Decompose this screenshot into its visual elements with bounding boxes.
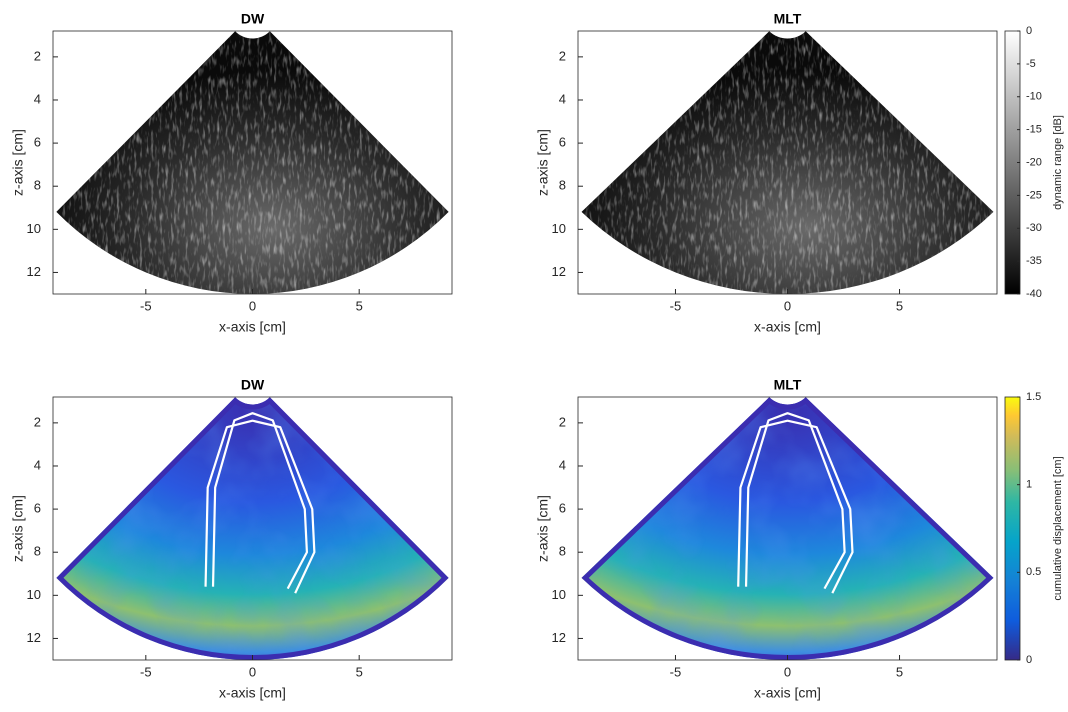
contour — [204, 419, 316, 594]
colorbar-tick-label: 1.5 — [1026, 391, 1041, 403]
y-tick-label: 2 — [559, 414, 566, 429]
x-tick-label: -5 — [670, 664, 682, 679]
y-axis-label: z-axis [cm] — [10, 495, 26, 562]
y-tick-label: 4 — [34, 91, 41, 106]
x-tick-label: 5 — [356, 298, 363, 313]
y-axis-label: z-axis [cm] — [10, 129, 26, 196]
x-tick-label: -5 — [670, 298, 682, 313]
x-tick-label: 5 — [896, 664, 903, 679]
y-tick-label: 8 — [559, 178, 566, 193]
colorbar-tick-label: 0 — [1026, 25, 1032, 37]
image — [56, 31, 449, 294]
y-tick-label: 6 — [34, 135, 41, 150]
y-tick-label: 8 — [34, 178, 41, 193]
x-axis-label: x-axis [cm] — [219, 319, 286, 335]
chart-title: MLT — [774, 11, 802, 27]
colorbar-tick-label: 1 — [1026, 479, 1032, 491]
colorbar-tick-label: 0.5 — [1026, 566, 1041, 578]
x-axis-label: x-axis [cm] — [219, 685, 286, 701]
y-tick-label: 12 — [552, 264, 566, 279]
image-texture — [581, 31, 994, 294]
y-tick-label: 2 — [34, 48, 41, 63]
colorbar-label: cumulative displacement [cm] — [1052, 456, 1064, 600]
y-tick-label: 8 — [559, 544, 566, 559]
y-tick-label: 4 — [559, 91, 566, 106]
y-axis-label: z-axis [cm] — [535, 129, 551, 196]
y-tick-label: 8 — [34, 544, 41, 559]
y-tick-label: 10 — [27, 221, 41, 236]
x-tick-label: -5 — [140, 298, 152, 313]
x-tick-label: 5 — [896, 298, 903, 313]
contour — [744, 412, 846, 590]
colorbar-tick-label: -15 — [1026, 124, 1042, 136]
y-tick-label: 6 — [559, 135, 566, 150]
image — [56, 397, 449, 660]
y-tick-label: 10 — [552, 587, 566, 602]
chart-title: MLT — [774, 377, 802, 393]
image-texture — [56, 31, 449, 294]
colorbar-tick-label: -40 — [1026, 288, 1042, 300]
sector-edge — [56, 397, 449, 660]
contour — [737, 419, 854, 594]
y-axis-label: z-axis [cm] — [535, 495, 551, 562]
image — [581, 31, 994, 294]
y-tick-label: 6 — [34, 501, 41, 516]
x-tick-label: 5 — [356, 664, 363, 679]
contour — [211, 412, 309, 590]
y-tick-label: 10 — [27, 587, 41, 602]
colorbar-tick-label: -20 — [1026, 156, 1042, 168]
colorbar — [1004, 396, 1021, 661]
y-tick-label: 12 — [27, 264, 41, 279]
y-tick-label: 4 — [559, 457, 566, 472]
chart-title: DW — [241, 11, 265, 27]
colorbar-tick-label: -5 — [1026, 58, 1036, 70]
colorbar-tick-label: -10 — [1026, 91, 1042, 103]
x-tick-label: 0 — [784, 298, 791, 313]
colorbar-tick-label: -30 — [1026, 222, 1042, 234]
colorbar-tick-label: -25 — [1026, 189, 1042, 201]
x-tick-label: 0 — [249, 664, 256, 679]
y-tick-label: 4 — [34, 457, 41, 472]
y-tick-label: 6 — [559, 501, 566, 516]
colorbar-label: dynamic range [dB] — [1052, 115, 1064, 210]
x-tick-label: -5 — [140, 664, 152, 679]
y-tick-label: 12 — [552, 630, 566, 645]
chart-title: DW — [241, 377, 265, 393]
x-axis-label: x-axis [cm] — [754, 319, 821, 335]
y-tick-label: 10 — [552, 221, 566, 236]
x-tick-label: 0 — [784, 664, 791, 679]
x-axis-label: x-axis [cm] — [754, 685, 821, 701]
colorbar-tick-label: -35 — [1026, 255, 1042, 267]
y-tick-label: 2 — [34, 414, 41, 429]
y-tick-label: 2 — [559, 48, 566, 63]
y-tick-label: 12 — [27, 630, 41, 645]
image — [581, 397, 994, 661]
x-tick-label: 0 — [249, 298, 256, 313]
colorbar-tick-label: 0 — [1026, 654, 1032, 666]
